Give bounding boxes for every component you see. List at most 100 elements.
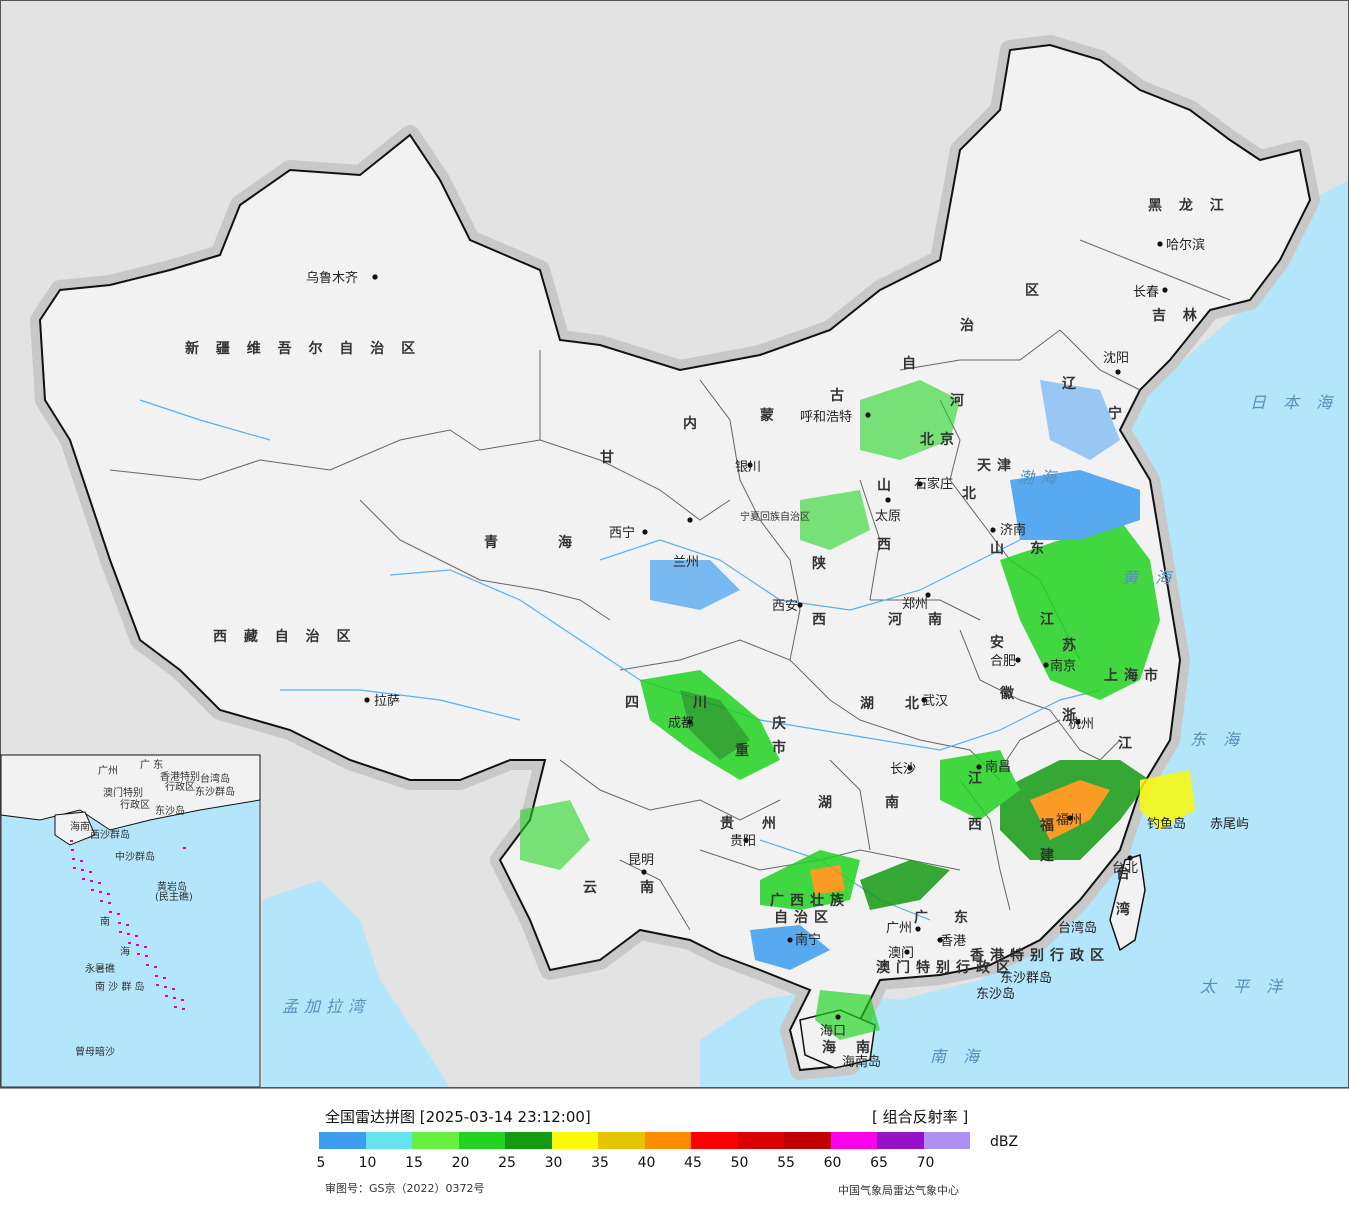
legend-tick-label: 30 [544, 1155, 563, 1171]
city-label: 济南 [1000, 522, 1026, 538]
city-marker [885, 497, 891, 503]
legend-swatch [505, 1132, 552, 1149]
inset-reef-mark [144, 946, 147, 948]
city-marker [642, 529, 648, 535]
inset-reef-mark [89, 871, 92, 873]
inset-reef-mark [172, 988, 175, 990]
city-label: 澳门 [888, 945, 914, 961]
inset-label: 中沙群岛 [115, 850, 155, 863]
legend-swatch [923, 1132, 970, 1149]
province-label: 海 [558, 534, 578, 551]
city-marker [787, 937, 793, 943]
city-label: 拉萨 [374, 694, 400, 709]
legend-tick-label: 35 [591, 1155, 609, 1171]
province-label: 自治区 [774, 909, 834, 926]
province-label: 吉 林 [1152, 307, 1203, 324]
inset-reef-mark [127, 933, 130, 935]
sea-label: 日 本 海 [1250, 393, 1338, 412]
province-label: 南 [856, 1039, 876, 1056]
inset-reef-mark [82, 878, 85, 880]
city-marker [990, 527, 996, 533]
inset-label: 永暑礁 [85, 962, 115, 975]
city-marker [1015, 657, 1021, 663]
province-label: 香港特别行政区 [969, 947, 1110, 964]
city-label: 成都 [668, 716, 694, 731]
island-label: 东沙群岛 [1000, 970, 1052, 986]
inset-reef-mark [155, 975, 158, 977]
city-marker [921, 697, 927, 703]
province-label: 澳门特别行政区 [876, 959, 1016, 976]
province-label: 新 疆 维 吾 尔 自 治 区 [185, 340, 421, 357]
legend-swatch [458, 1132, 505, 1149]
city-marker [743, 837, 749, 843]
province-label: 湖 [860, 696, 880, 712]
inset-label: 南 沙 群 岛 [95, 980, 145, 993]
province-label: 南 [640, 879, 660, 896]
city-marker [865, 412, 871, 418]
legend-tick-label: 55 [777, 1155, 795, 1171]
inset-reef-mark [146, 964, 149, 966]
legend-panel: 全国雷达拼图 [2025-03-14 23:12:00] [ 组合反射率 ] d… [0, 1088, 1349, 1209]
legend-unit: dBZ [990, 1134, 1019, 1150]
legend-swatch [551, 1132, 598, 1149]
legend-ticks: 5 10 15 20 25 30 35 40 45 50 55 60 65 70 [300, 1155, 960, 1173]
inset-reef-mark [136, 944, 139, 946]
inset-label: 曾母暗沙 [75, 1045, 115, 1058]
inset-label: 海 [120, 945, 130, 958]
legend-title: 全国雷达拼图 [2025-03-14 23:12:00] [325, 1108, 591, 1126]
legend-swatch [598, 1132, 645, 1149]
city-marker [976, 764, 982, 770]
province-label: 河 [888, 611, 908, 628]
inset-label: 行政区 [120, 798, 150, 811]
inset-reef-mark [181, 999, 184, 1001]
sea-japan [1200, 180, 1349, 380]
city-label: 兰州 [673, 555, 699, 570]
city-label: 台北 [1112, 861, 1138, 876]
province-label: 广 [914, 909, 934, 926]
sea-label: 渤海 [1018, 468, 1062, 487]
island-label: 海南岛 [842, 1054, 881, 1070]
city-label: 西安 [772, 599, 798, 614]
province-label: 北 [962, 486, 982, 502]
province-label: 川 [692, 695, 713, 711]
city-marker [1115, 369, 1121, 375]
legend-tick-label: 70 [916, 1155, 935, 1171]
province-label: 台 [1116, 865, 1136, 882]
inset-label: 黄岩岛 [157, 880, 187, 893]
province-label: 上海市 [1104, 667, 1164, 684]
city-marker [641, 869, 647, 875]
organization-credit: 中国气象局雷达气象中心 [838, 1184, 959, 1197]
province-label: 安 [990, 634, 1010, 651]
city-marker [1075, 719, 1081, 725]
city-label: 石家庄 [914, 476, 953, 492]
province-label: 北 [905, 696, 925, 712]
inset-label: 行政区 [165, 780, 195, 793]
inset-label: 南 [100, 915, 110, 928]
province-label: 云 [583, 880, 603, 896]
province-label: 宁夏回族自治区 [740, 510, 810, 523]
legend-tick-label: 65 [870, 1155, 888, 1171]
island-label: 钓鱼岛 [1147, 816, 1186, 832]
inset-reef-mark [145, 955, 148, 957]
city-marker [925, 592, 931, 598]
inset-reef-mark [80, 860, 83, 862]
inset-label: 澳门特别 [103, 786, 143, 799]
legend-tick-label: 5 [316, 1155, 326, 1171]
province-label: 北京 [920, 431, 960, 448]
province-label: 蒙 [760, 407, 780, 424]
city-marker [907, 765, 913, 771]
province-label: 自 [902, 355, 922, 372]
inset-reef-mark [154, 966, 157, 968]
legend-swatch [691, 1132, 738, 1149]
city-label: 长春 [1133, 285, 1159, 300]
inset-reef-mark [183, 847, 186, 849]
province-label: 西 [968, 817, 988, 833]
inset-reef-mark [90, 880, 93, 882]
inset-label: 西沙群岛 [90, 828, 130, 841]
city-label: 广州 [886, 921, 912, 936]
province-label: 内 [683, 415, 703, 432]
island-label: 台湾岛 [1058, 920, 1097, 936]
province-label: 浙 [1062, 707, 1082, 724]
inset-reef-mark [107, 893, 110, 895]
city-label: 呼和浩特 [800, 410, 852, 425]
